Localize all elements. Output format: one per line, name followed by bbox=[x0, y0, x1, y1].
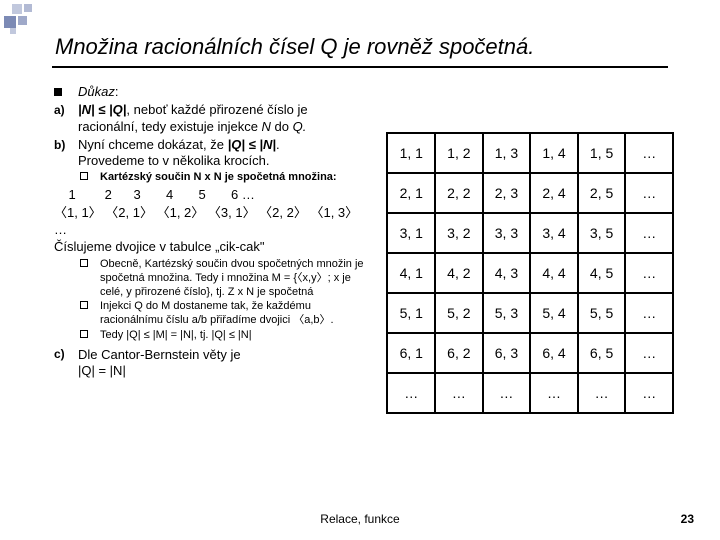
table-cell: 1, 5 bbox=[578, 133, 626, 173]
table-row: 6, 16, 26, 36, 46, 5… bbox=[387, 333, 673, 373]
sub-tedy-body: Tedy |Q| ≤ |M| = |N|, tj. |Q| ≤ |N| bbox=[100, 329, 368, 343]
step-c-body: Dle Cantor-Bernstein věty je |Q| = |N| bbox=[78, 347, 368, 380]
proof-lead-row: Důkaz: bbox=[54, 84, 368, 100]
table-row: 4, 14, 24, 34, 44, 5… bbox=[387, 253, 673, 293]
table-cell: … bbox=[578, 373, 626, 413]
step-a: a) |N| ≤ |Q|, neboť každé přirozené čísl… bbox=[54, 102, 368, 135]
sequence-pairs: 〈1, 1〉 〈2, 1〉 〈1, 2〉 〈3, 1〉 〈2, 2〉 〈1, 3… bbox=[54, 205, 368, 238]
table-cell: 3, 5 bbox=[578, 213, 626, 253]
marker-b: b) bbox=[54, 137, 78, 170]
table-cell: 5, 5 bbox=[578, 293, 626, 333]
sub-injection: Injekci Q do M dostaneme tak, že každému… bbox=[54, 300, 368, 328]
sequence-numbers: 1 2 3 4 5 6 … bbox=[54, 187, 368, 203]
step-a-body: |N| ≤ |Q|, neboť každé přirozené číslo j… bbox=[78, 102, 368, 135]
sub-general: Obecně, Kartézský součin dvou spočetných… bbox=[54, 258, 368, 299]
table-cell: … bbox=[625, 213, 673, 253]
table-row: ……………… bbox=[387, 373, 673, 413]
page-number: 23 bbox=[681, 512, 694, 526]
table-cell: 5, 2 bbox=[435, 293, 483, 333]
table-cell: 6, 1 bbox=[387, 333, 435, 373]
slide-title: Množina racionálních čísel Q je rovněž s… bbox=[55, 34, 534, 60]
hollow-square-icon bbox=[54, 171, 100, 185]
step-c: c) Dle Cantor-Bernstein věty je |Q| = |N… bbox=[54, 347, 368, 380]
proof-lead: Důkaz: bbox=[78, 84, 368, 100]
table-cell: 5, 4 bbox=[530, 293, 578, 333]
sub-kartezsky-head: Kartézský součin N x N je spočetná množi… bbox=[54, 171, 368, 185]
table-cell: 2, 1 bbox=[387, 173, 435, 213]
footer-title: Relace, funkce bbox=[0, 512, 720, 526]
table-cell: 3, 2 bbox=[435, 213, 483, 253]
table-row: 1, 11, 21, 31, 41, 5… bbox=[387, 133, 673, 173]
table-cell: 6, 3 bbox=[483, 333, 531, 373]
marker-a: a) bbox=[54, 102, 78, 135]
step-b-body: Nyní chceme dokázat, že |Q| ≤ |N|. Prove… bbox=[78, 137, 368, 170]
table-cell: … bbox=[625, 333, 673, 373]
table-cell: 4, 1 bbox=[387, 253, 435, 293]
table-cell: … bbox=[435, 373, 483, 413]
hollow-square-icon bbox=[54, 329, 100, 343]
table-cell: 6, 2 bbox=[435, 333, 483, 373]
sub-tedy: Tedy |Q| ≤ |M| = |N|, tj. |Q| ≤ |N| bbox=[54, 329, 368, 343]
sub-injection-body: Injekci Q do M dostaneme tak, že každému… bbox=[100, 300, 368, 328]
step-b: b) Nyní chceme dokázat, že |Q| ≤ |N|. Pr… bbox=[54, 137, 368, 170]
right-column: 1, 11, 21, 31, 41, 5…2, 12, 22, 32, 42, … bbox=[386, 84, 674, 414]
hollow-square-icon bbox=[54, 300, 100, 328]
table-cell: 2, 3 bbox=[483, 173, 531, 213]
table-cell: 5, 1 bbox=[387, 293, 435, 333]
table-cell: 4, 3 bbox=[483, 253, 531, 293]
corner-decoration bbox=[4, 4, 44, 34]
title-underline bbox=[52, 66, 668, 68]
table-cell: 4, 2 bbox=[435, 253, 483, 293]
table-cell: 5, 3 bbox=[483, 293, 531, 333]
pair-table: 1, 11, 21, 31, 41, 5…2, 12, 22, 32, 42, … bbox=[386, 132, 674, 414]
table-cell: 2, 4 bbox=[530, 173, 578, 213]
table-cell: 6, 4 bbox=[530, 333, 578, 373]
bullet-square-icon bbox=[54, 84, 78, 100]
marker-c: c) bbox=[54, 347, 78, 380]
table-row: 3, 13, 23, 33, 43, 5… bbox=[387, 213, 673, 253]
table-cell: … bbox=[625, 133, 673, 173]
table-cell: 6, 5 bbox=[578, 333, 626, 373]
table-cell: … bbox=[530, 373, 578, 413]
table-cell: … bbox=[387, 373, 435, 413]
table-cell: 2, 2 bbox=[435, 173, 483, 213]
table-cell: 4, 4 bbox=[530, 253, 578, 293]
table-cell: 1, 2 bbox=[435, 133, 483, 173]
table-cell: … bbox=[625, 173, 673, 213]
table-cell: 3, 3 bbox=[483, 213, 531, 253]
table-cell: 2, 5 bbox=[578, 173, 626, 213]
content-area: Důkaz: a) |N| ≤ |Q|, neboť každé přiroze… bbox=[54, 84, 674, 414]
subhead-text: Kartézský součin N x N je spočetná množi… bbox=[100, 171, 368, 185]
table-cell: … bbox=[625, 373, 673, 413]
table-cell: 1, 3 bbox=[483, 133, 531, 173]
table-row: 2, 12, 22, 32, 42, 5… bbox=[387, 173, 673, 213]
pair-table-body: 1, 11, 21, 31, 41, 5…2, 12, 22, 32, 42, … bbox=[387, 133, 673, 413]
table-cell: 4, 5 bbox=[578, 253, 626, 293]
table-cell: 1, 1 bbox=[387, 133, 435, 173]
cik-cak-text: Číslujeme dvojice v tabulce „cik-cak" bbox=[54, 239, 368, 255]
table-cell: … bbox=[625, 253, 673, 293]
table-cell: 3, 4 bbox=[530, 213, 578, 253]
sub-general-body: Obecně, Kartézský součin dvou spočetných… bbox=[100, 258, 368, 299]
table-cell: … bbox=[625, 293, 673, 333]
hollow-square-icon bbox=[54, 258, 100, 299]
table-row: 5, 15, 25, 35, 45, 5… bbox=[387, 293, 673, 333]
left-column: Důkaz: a) |N| ≤ |Q|, neboť každé přiroze… bbox=[54, 84, 368, 414]
table-cell: 1, 4 bbox=[530, 133, 578, 173]
table-cell: … bbox=[483, 373, 531, 413]
table-cell: 3, 1 bbox=[387, 213, 435, 253]
